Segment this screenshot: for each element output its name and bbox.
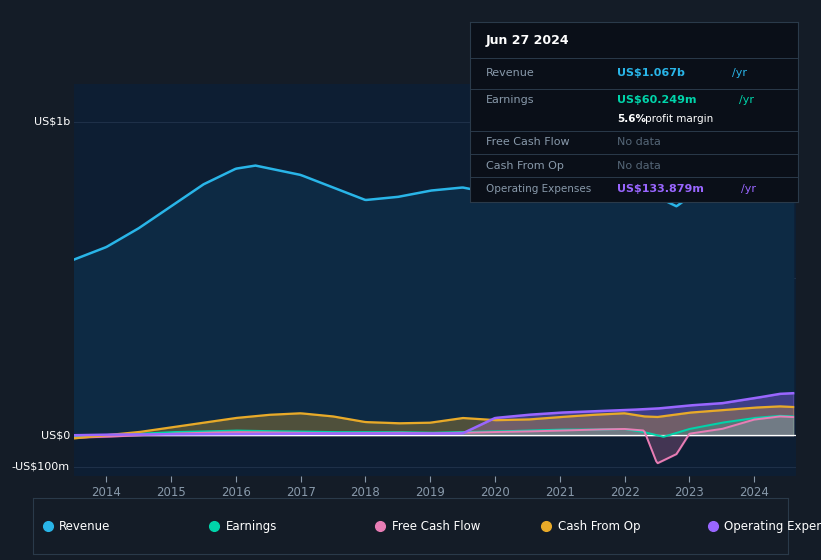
Text: Cash From Op: Cash From Op <box>557 520 640 533</box>
Text: Jun 27 2024: Jun 27 2024 <box>486 34 570 47</box>
Text: /yr: /yr <box>732 68 747 78</box>
Text: No data: No data <box>617 161 661 171</box>
Text: Revenue: Revenue <box>59 520 111 533</box>
Text: Revenue: Revenue <box>486 68 534 78</box>
Text: Cash From Op: Cash From Op <box>486 161 564 171</box>
Text: Free Cash Flow: Free Cash Flow <box>486 137 570 147</box>
Text: Earnings: Earnings <box>226 520 277 533</box>
Text: Operating Expenses: Operating Expenses <box>724 520 821 533</box>
Text: profit margin: profit margin <box>645 114 713 124</box>
Text: No data: No data <box>617 137 661 147</box>
Text: Operating Expenses: Operating Expenses <box>486 184 591 194</box>
Text: US$1.067b: US$1.067b <box>617 68 686 78</box>
Text: Free Cash Flow: Free Cash Flow <box>392 520 480 533</box>
Text: US$0: US$0 <box>40 430 70 440</box>
Text: US$60.249m: US$60.249m <box>617 95 697 105</box>
Text: -US$100m: -US$100m <box>11 461 70 472</box>
Text: Earnings: Earnings <box>486 95 534 105</box>
Text: US$1b: US$1b <box>34 116 70 127</box>
Text: US$133.879m: US$133.879m <box>617 184 704 194</box>
Text: /yr: /yr <box>741 184 755 194</box>
Text: 5.6%: 5.6% <box>617 114 646 124</box>
Text: /yr: /yr <box>739 95 754 105</box>
